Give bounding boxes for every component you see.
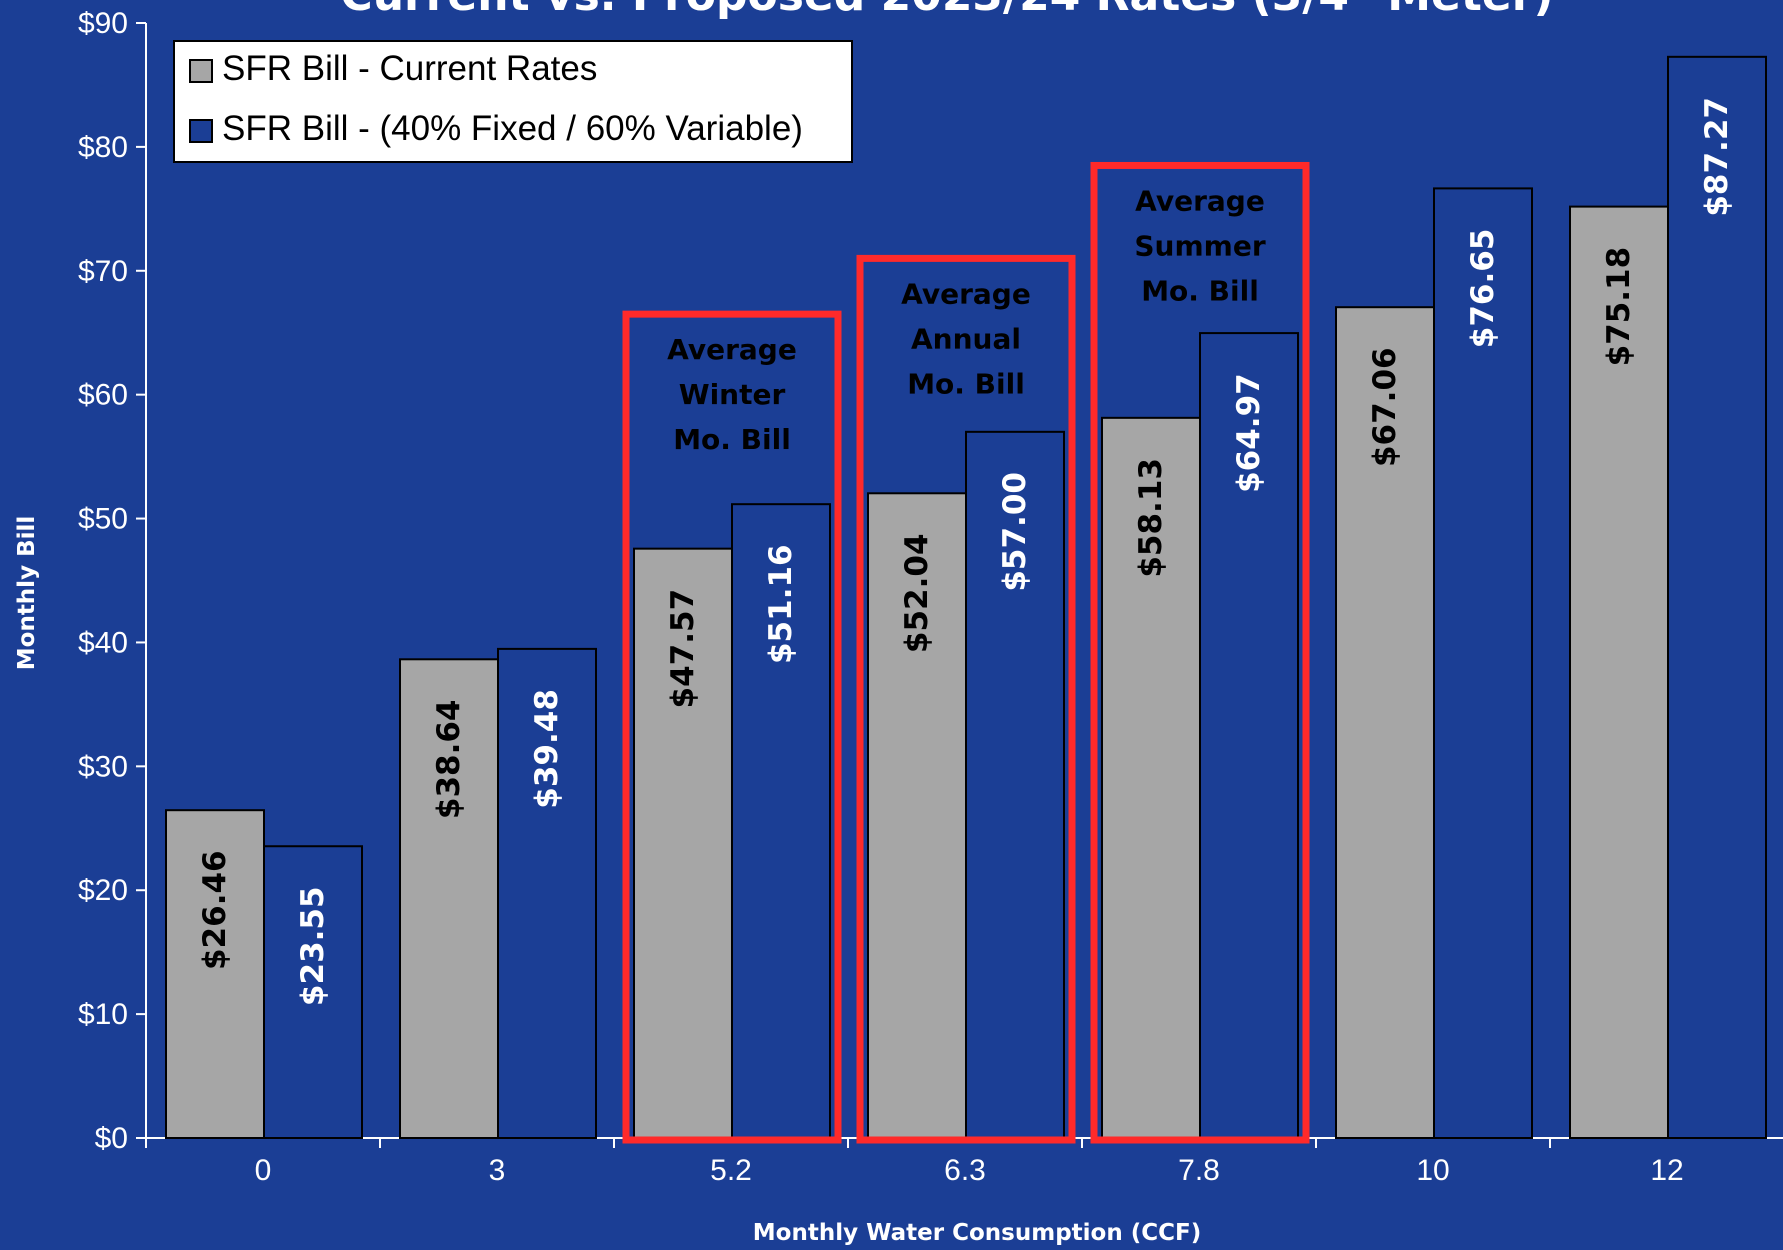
y-tick-label: $80: [78, 131, 128, 164]
legend-swatch: [189, 59, 213, 83]
bar: [1101, 416, 1201, 1140]
chart-title: Current vs. Proposed 2023/24 Rates (3/4"…: [340, 0, 1553, 21]
bar-value-label: $57.00: [997, 472, 1033, 592]
annotation-label: Mo. Bill: [1141, 274, 1259, 307]
highlight-box: [856, 254, 1076, 1144]
bars: $26.46 $38.64 $47.57 $52.04 $58.13 $67.06 $75.…: [165, 55, 1767, 1140]
bar: [867, 492, 967, 1139]
bar: [965, 430, 1065, 1140]
bar-value-label: $58.13: [1133, 458, 1169, 578]
annotations: Average Winter Mo. Bill Average Annual Mo. Bi…: [622, 161, 1310, 1144]
y-tick-label: $50: [78, 503, 128, 536]
bar-value-label: $75.18: [1601, 247, 1637, 367]
bar-value-label: $39.48: [529, 689, 565, 809]
y-tick-label: $0: [95, 1122, 128, 1155]
bar-value-label: $38.64: [431, 699, 467, 819]
bar: [1433, 187, 1533, 1139]
highlight-box: [1090, 161, 1310, 1144]
bar-value-label: $26.46: [197, 850, 233, 970]
annotation-label: Average: [901, 277, 1031, 310]
bar: [399, 658, 499, 1139]
x-axis-title: Monthly Water Consumption (CCF): [753, 1220, 1201, 1246]
x-tick-label: 7.8: [1178, 1154, 1220, 1187]
bar-value-label: $23.55: [295, 886, 331, 1006]
legend: SFR Bill - Current Rates SFR Bill - (40% …: [173, 40, 853, 163]
x-tick-label: 3: [489, 1154, 506, 1187]
y-tick-label: $20: [78, 874, 128, 907]
y-axis-title: Monthly Bill: [14, 516, 40, 671]
y-tick-label: $10: [78, 998, 128, 1031]
annotation-label: Mo. Bill: [907, 367, 1025, 400]
bar: [633, 547, 733, 1139]
x-tick-label: 5.2: [710, 1154, 752, 1187]
y-tick-label: $70: [78, 255, 128, 288]
bar-value-label: $64.97: [1231, 373, 1267, 493]
bar-value-label: $51.16: [763, 544, 799, 664]
y-tick-label: $30: [78, 750, 128, 783]
x-tick-label: 6.3: [944, 1154, 986, 1187]
bar: [165, 809, 265, 1139]
annotation-label: Average: [667, 333, 797, 366]
annotation-label: Average: [1135, 184, 1265, 217]
bar-value-label: $47.57: [665, 589, 701, 709]
y-tick-label: $90: [78, 7, 128, 40]
axes: $0 $10 $20 $30 $40 $50 $60 $70 $80 $90 0 3 5.2 6.3 7.8…: [78, 7, 1783, 1187]
annotation-label: Summer: [1134, 229, 1265, 262]
legend-box: [173, 40, 853, 163]
y-tick-label: $40: [78, 626, 128, 659]
bar: [263, 845, 363, 1139]
annotation-label: Winter: [679, 378, 786, 411]
x-tick-label: 10: [1416, 1154, 1449, 1187]
bar: [731, 503, 831, 1139]
bar-value-label: $87.27: [1699, 97, 1735, 217]
legend-label: SFR Bill - Current Rates: [222, 49, 597, 88]
annotation-label: Annual: [911, 322, 1021, 355]
highlight-box: [622, 310, 842, 1144]
annotation-label: Mo. Bill: [673, 423, 791, 456]
bar-value-label: $67.06: [1367, 347, 1403, 467]
bar-value-label: $76.65: [1465, 229, 1501, 349]
x-tick-label: 0: [255, 1154, 272, 1187]
legend-swatch: [189, 119, 213, 143]
bar: [1667, 55, 1767, 1140]
legend-label: SFR Bill - (40% Fixed / 60% Variable): [222, 109, 803, 148]
bar: [497, 647, 597, 1139]
bar: [1569, 205, 1669, 1139]
bar-value-label: $52.04: [899, 533, 935, 653]
x-tick-label: 12: [1650, 1154, 1683, 1187]
y-tick-label: $60: [78, 379, 128, 412]
bar: [1335, 306, 1435, 1139]
